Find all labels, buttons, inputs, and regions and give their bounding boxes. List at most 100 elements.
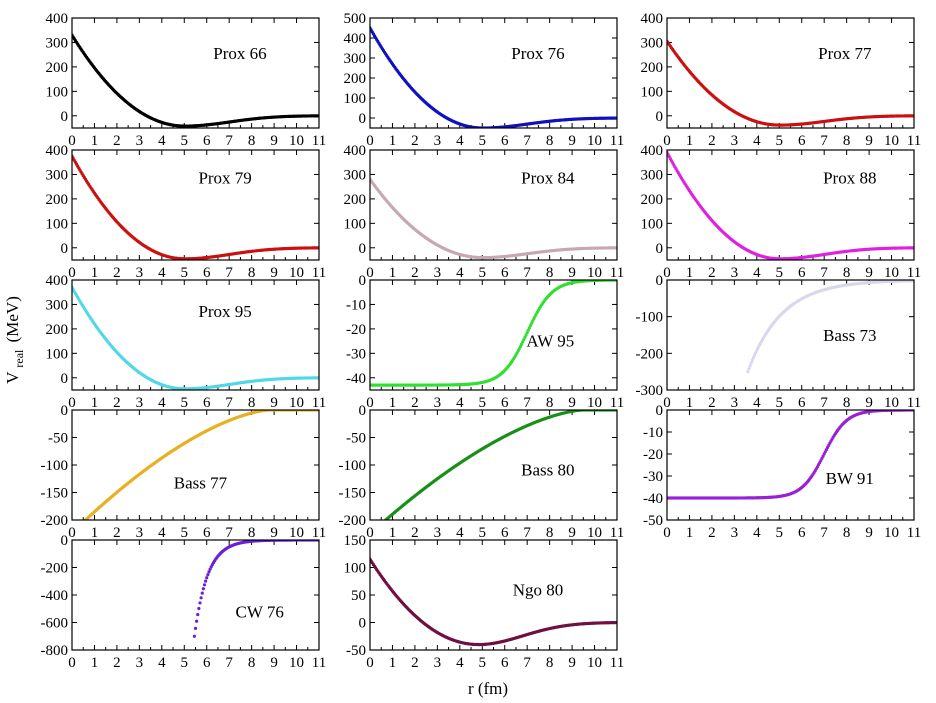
- y-tick-label: -150: [339, 486, 367, 502]
- x-tick-label: 5: [181, 395, 189, 411]
- y-tick-label: 100: [344, 561, 367, 577]
- data-point: [748, 364, 752, 368]
- x-tick-label: 3: [731, 265, 739, 281]
- x-tick-label: 4: [158, 655, 166, 671]
- y-tick-label: 0: [359, 616, 367, 632]
- x-tick-label: 0: [68, 133, 76, 149]
- x-tick-label: 8: [248, 525, 256, 541]
- x-tick-label: 10: [289, 525, 304, 541]
- y-tick-label: 0: [61, 403, 69, 419]
- y-tick-label: -50: [48, 431, 68, 447]
- x-tick-label: 6: [203, 133, 211, 149]
- x-tick-label: 7: [523, 133, 531, 149]
- x-tick-label: 7: [225, 395, 233, 411]
- panel-label: BW 91: [826, 469, 874, 488]
- y-tick-label: 0: [61, 371, 69, 387]
- data-point: [192, 634, 196, 638]
- x-tick-label: 11: [907, 265, 921, 281]
- svg-text:V real (MeV): V real (MeV): [3, 296, 27, 384]
- y-tick-label: 300: [641, 167, 664, 183]
- x-tick-label: 7: [225, 133, 233, 149]
- y-tick-label: -100: [636, 310, 664, 326]
- y-tick-label: 300: [46, 297, 69, 313]
- y-tick-label: -400: [41, 588, 69, 604]
- x-tick-label: 9: [865, 395, 873, 411]
- y-tick-label: -150: [41, 486, 69, 502]
- x-tick-label: 0: [366, 395, 374, 411]
- x-tick-label: 8: [546, 525, 554, 541]
- data-series: [370, 177, 617, 260]
- data-point: [200, 591, 204, 595]
- x-tick-label: 6: [798, 525, 806, 541]
- y-axis-title-main: V: [3, 371, 22, 384]
- data-point: [197, 606, 201, 611]
- plot-frame: [369, 539, 618, 651]
- data-point: [196, 612, 200, 617]
- x-tick-label: 6: [501, 395, 509, 411]
- x-tick-label: 10: [884, 395, 899, 411]
- panel-label: Prox 79: [198, 169, 251, 188]
- x-tick-label: 8: [546, 655, 554, 671]
- x-tick-label: 4: [456, 395, 464, 411]
- x-tick-label: 6: [798, 133, 806, 149]
- x-tick-label: 5: [776, 133, 784, 149]
- x-tick-label: 5: [776, 525, 784, 541]
- x-tick-label: 11: [610, 133, 624, 149]
- y-tick-label: 0: [359, 273, 367, 289]
- panel-label: Prox 88: [823, 169, 876, 188]
- panel-label: Prox 95: [198, 302, 251, 321]
- y-tick-label: -30: [643, 469, 663, 485]
- x-tick-label: 5: [479, 395, 487, 411]
- x-tick-label: 7: [225, 525, 233, 541]
- x-tick-label: 3: [434, 133, 442, 149]
- y-tick-label: 0: [61, 109, 69, 125]
- x-tick-label: 11: [610, 395, 624, 411]
- x-tick-label: 1: [389, 395, 397, 411]
- x-tick-label: 2: [708, 525, 716, 541]
- x-tick-label: 0: [366, 655, 374, 671]
- x-tick-label: 6: [203, 395, 211, 411]
- x-tick-label: 4: [158, 525, 166, 541]
- data-series: [72, 154, 319, 260]
- x-tick-label: 10: [587, 133, 602, 149]
- x-tick-label: 4: [753, 265, 761, 281]
- y-tick-label: -200: [41, 513, 69, 529]
- data-point: [205, 576, 209, 580]
- x-tick-label: 1: [91, 395, 99, 411]
- x-tick-label: 9: [270, 133, 278, 149]
- panel-label: Prox 77: [818, 44, 872, 63]
- data-series: [83, 410, 319, 520]
- y-tick-label: -800: [41, 643, 69, 659]
- x-tick-label: 7: [523, 395, 531, 411]
- y-tick-label: 0: [656, 273, 664, 289]
- plot-frame: [71, 409, 320, 521]
- plot-frame: [666, 17, 915, 129]
- y-tick-label: 200: [641, 60, 664, 76]
- x-tick-label: 8: [843, 265, 851, 281]
- x-tick-label: 1: [686, 265, 694, 281]
- x-tick-label: 6: [501, 265, 509, 281]
- x-tick-label: 5: [479, 655, 487, 671]
- y-tick-label: 0: [359, 403, 367, 419]
- x-tick-label: 10: [289, 395, 304, 411]
- x-tick-label: 5: [181, 655, 189, 671]
- x-tick-label: 11: [312, 395, 326, 411]
- x-tick-label: 3: [731, 395, 739, 411]
- x-tick-label: 8: [843, 395, 851, 411]
- data-point: [198, 601, 202, 605]
- x-tick-label: 4: [158, 133, 166, 149]
- y-axis-title-subscript: real: [12, 349, 26, 368]
- x-tick-label: 4: [158, 265, 166, 281]
- plot-frame: [666, 409, 915, 521]
- y-tick-label: 200: [344, 192, 367, 208]
- y-tick-label: 300: [344, 167, 367, 183]
- x-tick-label: 2: [113, 265, 121, 281]
- x-tick-label: 8: [546, 395, 554, 411]
- x-tick-label: 7: [523, 525, 531, 541]
